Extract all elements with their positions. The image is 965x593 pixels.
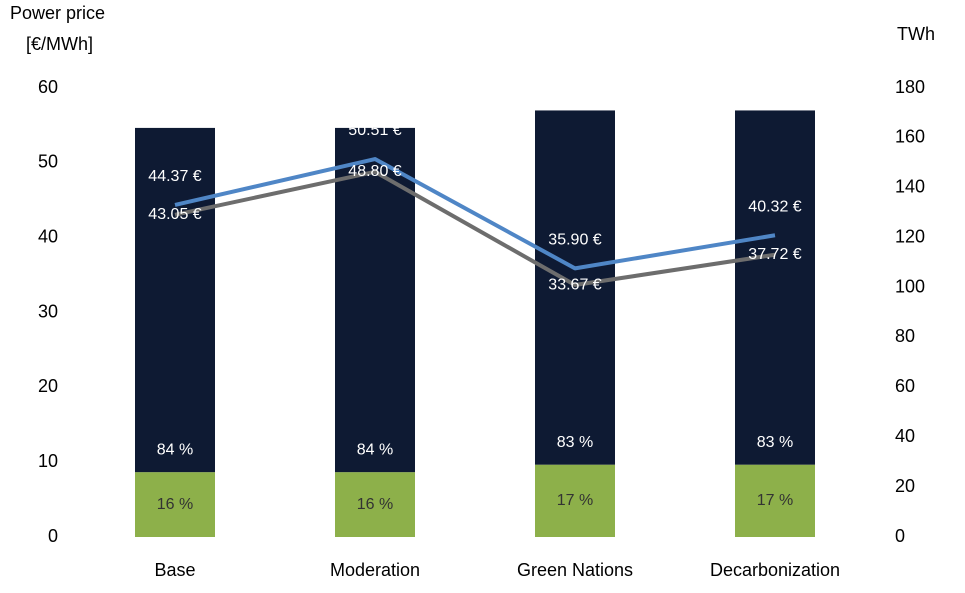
y2-tick-label: 100: [895, 276, 925, 296]
y2-tick-label: 80: [895, 326, 915, 346]
value-label: 50.51 €: [348, 122, 401, 139]
value-label: 48.80 €: [348, 163, 401, 180]
x-tick-label: Base: [154, 560, 195, 580]
y-tick-label: 60: [38, 77, 58, 97]
value-label: 43.05 €: [148, 206, 201, 223]
bar-segment: [735, 464, 815, 537]
y-tick-label: 20: [38, 376, 58, 396]
y-tick-label: 0: [48, 526, 58, 546]
y-tick-label: 40: [38, 226, 58, 246]
value-label: 35.90 €: [548, 232, 601, 249]
y-axis-title: [€/MWh]: [26, 34, 93, 54]
y2-tick-label: 40: [895, 426, 915, 446]
y2-tick-label: 180: [895, 77, 925, 97]
x-tick-label: Moderation: [330, 560, 420, 580]
y2-tick-label: 60: [895, 376, 915, 396]
bar-segment: [135, 127, 215, 473]
bar-segment: [535, 464, 615, 537]
value-label: 44.37 €: [148, 168, 201, 185]
bar-segment: [335, 472, 415, 537]
share-label: 16 %: [157, 496, 193, 513]
y-tick-label: 30: [38, 301, 58, 321]
share-label: 17 %: [757, 492, 793, 509]
share-label: 83 %: [557, 434, 593, 451]
share-label: 84 %: [357, 441, 393, 458]
y-tick-label: 10: [38, 451, 58, 471]
y-axis-title: Power price: [10, 3, 105, 23]
share-label: 84 %: [157, 441, 193, 458]
value-label: 40.32 €: [748, 198, 801, 215]
y-tick-label: 50: [38, 152, 58, 172]
y2-tick-label: 160: [895, 127, 925, 147]
share-label: 17 %: [557, 492, 593, 509]
y2-tick-label: 140: [895, 177, 925, 197]
value-label: 33.67 €: [548, 276, 601, 293]
share-label: 16 %: [357, 496, 393, 513]
value-label: 37.72 €: [748, 246, 801, 263]
x-tick-label: Green Nations: [517, 560, 633, 580]
line: [174, 169, 776, 288]
y2-axis-title: TWh: [897, 24, 935, 44]
y2-tick-label: 120: [895, 226, 925, 246]
bar-segment: [535, 110, 615, 465]
y2-tick-label: 20: [895, 476, 915, 496]
line: [174, 157, 776, 271]
share-label: 83 %: [757, 434, 793, 451]
bar-segment: [735, 110, 815, 465]
bar-segment: [135, 472, 215, 537]
x-tick-label: Decarbonization: [710, 560, 840, 580]
y2-tick-label: 0: [895, 526, 905, 546]
